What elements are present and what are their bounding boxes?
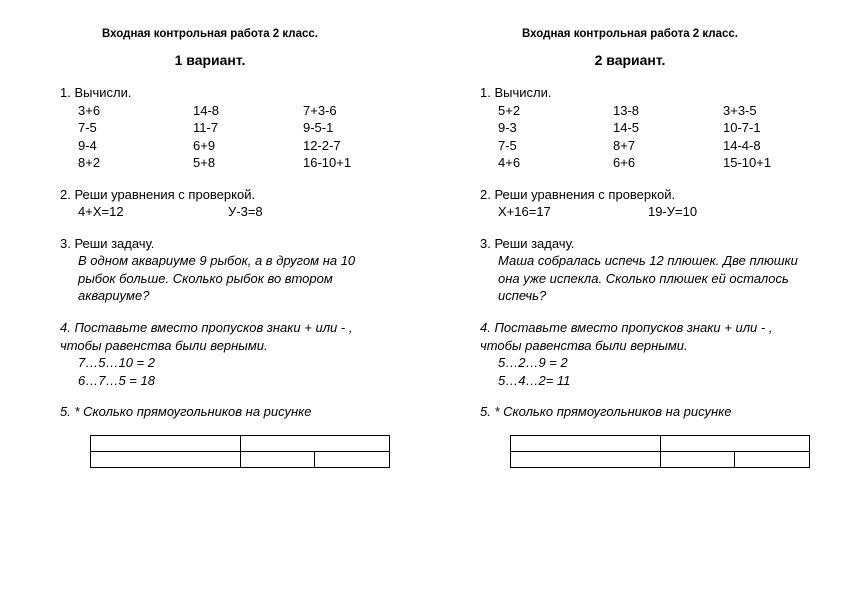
expr: 3+3-5 [723,102,771,120]
task-label: 4. Поставьте вместо пропусков знаки + ил… [60,319,390,354]
equation: 4+Х=12 [78,203,228,221]
task-1: 1. Вычисли. 3+6 7-5 9-4 8+2 14-8 11-7 6+… [60,84,390,172]
task-2: 2. Реши уравнения с проверкой. 4+Х=12 У-… [60,186,390,221]
task-label: 3. Реши задачу. [480,235,810,253]
expr: 7-5 [498,137,613,155]
expr-col-3: 7+3-6 9-5-1 12-2-7 16-10+1 [303,102,351,172]
worksheet-variant-2: Входная контрольная работа 2 класс. 2 ва… [420,28,840,482]
rectangle-figure [510,435,810,468]
expr: 7-5 [78,119,193,137]
task-label: 3. Реши задачу. [60,235,390,253]
fill-eq: 7…5…10 = 2 [60,354,390,372]
expr: 4+6 [498,154,613,172]
doc-title: Входная контрольная работа 2 класс. [480,28,810,40]
expr: 16-10+1 [303,154,351,172]
task-label: 5. * Сколько прямоугольников на рисунке [480,403,810,421]
task-label: 1. Вычисли. [480,84,810,102]
task-5: 5. * Сколько прямоугольников на рисунке [480,403,810,468]
word-problem: Маша собралась испечь 12 плюшек. Две плю… [480,252,810,305]
task-label: 2. Реши уравнения с проверкой. [60,186,390,204]
expr: 6+6 [613,154,723,172]
expr: 11-7 [193,119,303,137]
equation: У-3=8 [228,203,263,221]
task-2: 2. Реши уравнения с проверкой. Х+16=17 1… [480,186,810,221]
doc-title: Входная контрольная работа 2 класс. [60,28,390,40]
expr-col-2: 13-8 14-5 8+7 6+6 [613,102,723,172]
expr-col-1: 3+6 7-5 9-4 8+2 [78,102,193,172]
equation: 19-У=10 [648,203,697,221]
task-label: 5. * Сколько прямоугольников на рисунке [60,403,390,421]
expr: 9-5-1 [303,119,351,137]
expr: 8+2 [78,154,193,172]
task-4: 4. Поставьте вместо пропусков знаки + ил… [60,319,390,389]
expr: 14-4-8 [723,137,771,155]
task-3: 3. Реши задачу. Маша собралась испечь 12… [480,235,810,305]
task-label: 1. Вычисли. [60,84,390,102]
expr: 14-8 [193,102,303,120]
task-1: 1. Вычисли. 5+2 9-3 7-5 4+6 13-8 14-5 8+… [480,84,810,172]
rectangle-figure [90,435,390,468]
variant-heading: 1 вариант. [60,52,390,68]
expr: 10-7-1 [723,119,771,137]
task-label: 4. Поставьте вместо пропусков знаки + ил… [480,319,810,354]
task-4: 4. Поставьте вместо пропусков знаки + ил… [480,319,810,389]
equation: Х+16=17 [498,203,648,221]
expr: 6+9 [193,137,303,155]
expr-col-2: 14-8 11-7 6+9 5+8 [193,102,303,172]
fill-eq: 5…2…9 = 2 [480,354,810,372]
expr: 14-5 [613,119,723,137]
expr: 13-8 [613,102,723,120]
expr: 5+2 [498,102,613,120]
worksheet-variant-1: Входная контрольная работа 2 класс. 1 ва… [0,28,420,482]
fill-eq: 6…7…5 = 18 [60,372,390,390]
expr: 7+3-6 [303,102,351,120]
task-3: 3. Реши задачу. В одном аквариуме 9 рыбо… [60,235,390,305]
expr: 5+8 [193,154,303,172]
expr-col-1: 5+2 9-3 7-5 4+6 [498,102,613,172]
word-problem: В одном аквариуме 9 рыбок, а в другом на… [60,252,390,305]
expr: 3+6 [78,102,193,120]
expr: 15-10+1 [723,154,771,172]
expr: 9-4 [78,137,193,155]
expr: 8+7 [613,137,723,155]
expr-col-3: 3+3-5 10-7-1 14-4-8 15-10+1 [723,102,771,172]
expr: 9-3 [498,119,613,137]
expr: 12-2-7 [303,137,351,155]
task-label: 2. Реши уравнения с проверкой. [480,186,810,204]
fill-eq: 5…4…2= 11 [480,372,810,390]
task-5: 5. * Сколько прямоугольников на рисунке [60,403,390,468]
variant-heading: 2 вариант. [480,52,810,68]
